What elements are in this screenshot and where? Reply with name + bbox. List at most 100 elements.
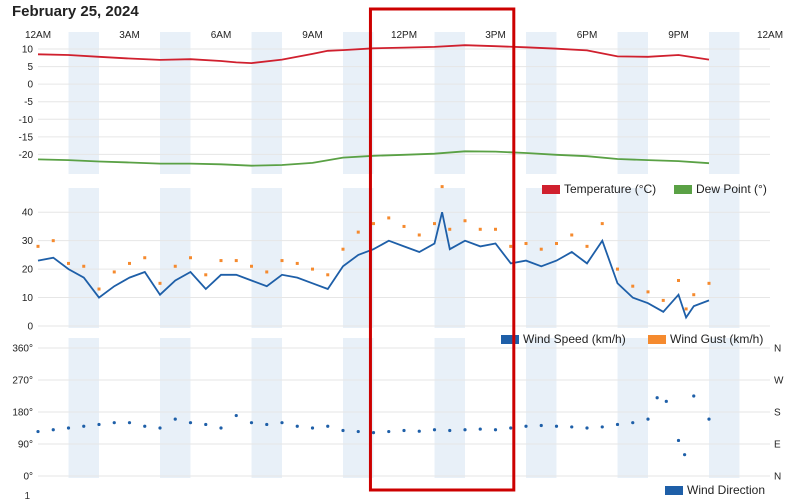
wind-gust-point: [448, 227, 452, 231]
legend-wind-gust-label: Wind Gust (km/h): [670, 332, 763, 346]
wind-gust-point: [433, 222, 436, 226]
wind-direction-point: [204, 422, 208, 427]
dew-point-line: [37, 150, 710, 167]
y-tick-label: 0: [27, 80, 33, 91]
time-band: [343, 32, 374, 174]
wind-direction-point: [417, 429, 421, 433]
y-tick-label: 0: [27, 322, 33, 333]
wind-gust-point: [707, 281, 711, 285]
wind-panel: 40 30 20 10 0: [22, 185, 711, 333]
time-band: [68, 338, 99, 478]
wind-direction-point: [448, 428, 452, 433]
wind-direction-point: [683, 453, 687, 457]
wind-gust-point: [631, 284, 635, 288]
time-band: [251, 188, 282, 328]
wind-direction-point: [554, 424, 559, 428]
wind-gust-point: [661, 298, 665, 302]
time-band: [343, 188, 374, 328]
wind-gust-point: [417, 233, 421, 237]
wind-direction-point: [51, 428, 55, 432]
wind-gust-point: [51, 239, 55, 243]
page-title: February 25, 2024: [12, 3, 139, 20]
y-tick-label: -20: [19, 150, 34, 161]
time-band: [526, 338, 557, 478]
grid-lines: [38, 48, 770, 477]
wind-gust-point: [280, 259, 284, 263]
wind-speed-line: [37, 211, 710, 320]
wind-gust-point: [219, 259, 223, 263]
time-tick-label: 12AM: [25, 30, 51, 41]
wind-gust-point: [524, 242, 528, 246]
temperature-panel: 10 5 0 -5 -10 -15 -20: [19, 44, 710, 167]
compass-tick-label: E: [774, 440, 781, 451]
wind-direction-point: [692, 394, 696, 398]
y-tick-label: -5: [24, 97, 33, 108]
wind-gust-point: [36, 244, 40, 248]
wind-gust-point: [189, 256, 192, 260]
wind-gust-point: [646, 290, 650, 294]
legend-wind-gust-swatch: [648, 335, 666, 344]
wind-gust-point: [494, 227, 497, 231]
wind-gust-point: [295, 261, 299, 265]
wind-gust-point: [585, 244, 589, 248]
wind-direction-point: [310, 426, 315, 430]
wind-direction-point: [143, 424, 147, 428]
wind-direction-point: [82, 424, 86, 428]
wind-gust-point: [234, 259, 238, 263]
time-tick-label: 3PM: [485, 30, 506, 41]
wind-direction-point: [600, 425, 604, 429]
wind-direction-point: [676, 438, 681, 443]
time-band: [251, 32, 282, 174]
time-band: [251, 338, 282, 478]
y-tick-label: 30: [22, 236, 34, 247]
y-tick-label: -10: [19, 115, 34, 126]
wind-direction-point: [188, 421, 193, 425]
wind-direction-point: [655, 396, 659, 400]
time-band: [709, 188, 740, 328]
wind-direction-point: [66, 426, 71, 430]
wind-direction-point: [493, 428, 498, 432]
wind-gust-point: [173, 264, 177, 268]
wind-gust-point: [387, 216, 391, 220]
y-tick-label: 0°: [23, 472, 33, 483]
wind-direction-point: [463, 428, 467, 432]
compass-tick-label: N: [774, 472, 781, 483]
y-tick-label: 40: [22, 208, 34, 219]
y-tick-label: -15: [19, 132, 34, 143]
wind-gust-point: [509, 244, 513, 248]
wind-direction-point: [387, 429, 391, 434]
wind-direction-point: [280, 421, 284, 425]
time-tick-label: 12PM: [391, 30, 417, 41]
time-bands: [68, 32, 740, 478]
wind-direction-point: [432, 428, 437, 432]
legend-wind-speed-label: Wind Speed (km/h): [523, 332, 626, 346]
time-band: [160, 188, 191, 328]
wind-direction-point: [326, 424, 330, 428]
wind-direction-point: [295, 424, 299, 428]
wind-direction-point: [631, 421, 635, 425]
wind-gust-point: [82, 264, 86, 268]
time-band: [617, 188, 648, 328]
compass-tick-label: W: [774, 376, 784, 387]
time-band: [526, 188, 557, 328]
time-band: [68, 32, 99, 174]
wind-direction-point: [615, 422, 620, 427]
wind-gust-point: [250, 264, 253, 268]
time-band: [343, 338, 374, 478]
y-tick-label: 20: [22, 265, 34, 276]
time-band: [709, 338, 740, 478]
wind-direction-point: [356, 429, 360, 434]
wind-gust-point: [402, 224, 406, 228]
wind-gust-point: [97, 287, 101, 291]
wind-direction-point: [173, 417, 177, 421]
legend-dew-point-label: Dew Point (°): [696, 182, 767, 196]
wind-gust-point: [570, 233, 574, 237]
wind-gust-point: [67, 261, 70, 265]
wind-direction-point: [219, 426, 223, 430]
time-band: [68, 188, 99, 328]
time-band: [160, 338, 191, 478]
wind-gust-point: [311, 267, 314, 271]
wind-gust-point: [600, 222, 604, 226]
legends: Temperature (°C) Dew Point (°) Wind Speed …: [501, 182, 767, 497]
